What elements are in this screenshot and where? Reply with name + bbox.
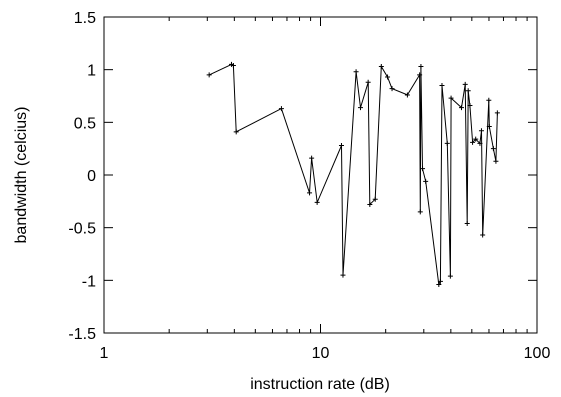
data-point bbox=[233, 129, 239, 135]
data-point bbox=[465, 88, 471, 94]
data-point bbox=[437, 278, 443, 284]
y-tick-label: 1 bbox=[87, 63, 96, 80]
data-point bbox=[314, 199, 320, 205]
data-point bbox=[493, 158, 499, 164]
x-tick-label: 10 bbox=[312, 345, 330, 362]
data-point bbox=[418, 64, 424, 70]
x-axis-label: instruction rate (dB) bbox=[250, 376, 390, 393]
data-point bbox=[378, 64, 384, 70]
data-point bbox=[436, 282, 442, 288]
y-tick-label: 0.5 bbox=[74, 115, 96, 132]
y-axis: -1.5 -1 -0.5 0 0.5 1 1.5 bbox=[68, 10, 537, 343]
y-tick-label: 1.5 bbox=[74, 10, 96, 27]
data-point bbox=[307, 190, 313, 196]
data-point bbox=[447, 273, 453, 279]
data-point bbox=[417, 209, 423, 215]
data-point bbox=[389, 86, 395, 92]
series-markers bbox=[206, 61, 500, 288]
y-tick-label: -1.5 bbox=[68, 326, 96, 343]
data-point bbox=[473, 136, 479, 142]
y-tick-label: 0 bbox=[87, 168, 96, 185]
data-point bbox=[309, 155, 315, 161]
data-point bbox=[448, 95, 454, 101]
data-point bbox=[365, 79, 371, 85]
data-point bbox=[230, 62, 236, 68]
data-point bbox=[494, 110, 500, 116]
data-point bbox=[464, 220, 470, 226]
data-point bbox=[490, 146, 496, 152]
data-point bbox=[478, 128, 484, 134]
x-axis: 1 10 100 bbox=[100, 17, 551, 362]
data-point bbox=[420, 166, 426, 172]
data-point bbox=[353, 69, 359, 75]
data-point bbox=[372, 196, 378, 202]
data-point bbox=[459, 105, 465, 111]
data-point bbox=[278, 106, 284, 112]
data-point bbox=[338, 143, 344, 149]
y-tick-label: -0.5 bbox=[68, 221, 96, 238]
y-axis-label: bandwidth (celcius) bbox=[13, 107, 30, 244]
data-point bbox=[206, 72, 212, 78]
x-tick-label: 1 bbox=[100, 345, 109, 362]
data-point bbox=[477, 140, 483, 146]
data-point bbox=[486, 124, 492, 130]
data-point bbox=[467, 102, 473, 108]
data-point bbox=[439, 82, 445, 88]
data-point bbox=[423, 178, 429, 184]
y-tick-label: -1 bbox=[82, 273, 96, 290]
data-point bbox=[340, 272, 346, 278]
data-point bbox=[480, 232, 486, 238]
data-point bbox=[385, 74, 391, 80]
data-point bbox=[367, 201, 373, 207]
x-tick-label: 100 bbox=[524, 345, 551, 362]
data-point bbox=[486, 97, 492, 103]
data-point bbox=[404, 92, 410, 98]
data-point bbox=[462, 81, 468, 87]
series-line bbox=[208, 63, 498, 287]
data-point bbox=[357, 105, 363, 111]
data-point bbox=[417, 72, 423, 78]
plot-frame bbox=[103, 16, 538, 334]
data-point bbox=[444, 140, 450, 146]
data-point bbox=[470, 139, 476, 145]
